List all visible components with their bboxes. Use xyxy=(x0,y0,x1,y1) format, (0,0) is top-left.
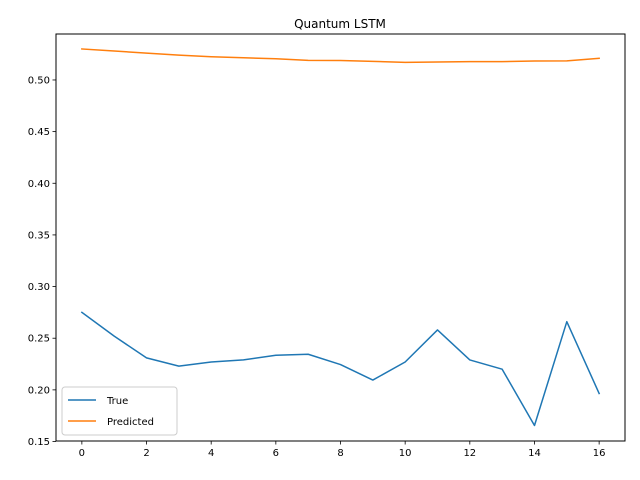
y-tick-label: 0.40 xyxy=(28,179,50,190)
x-tick-label: 10 xyxy=(399,448,412,459)
x-tick-label: 0 xyxy=(79,448,85,459)
x-tick-label: 8 xyxy=(337,448,343,459)
y-tick-label: 0.50 xyxy=(28,75,50,86)
legend-label-true: True xyxy=(106,396,128,407)
x-tick-label: 14 xyxy=(528,448,541,459)
x-tick-label: 16 xyxy=(593,448,606,459)
y-tick-label: 0.45 xyxy=(28,127,50,138)
legend-label-predicted: Predicted xyxy=(107,417,154,428)
plot-frame xyxy=(55,33,626,442)
x-tick-label: 6 xyxy=(273,448,279,459)
y-axis-ticks: 0.15 0.20 0.25 0.30 0.35 0.40 0.45 0.50 xyxy=(28,75,56,448)
x-tick-label: 2 xyxy=(143,448,149,459)
legend-box xyxy=(61,386,178,436)
y-tick-label: 0.30 xyxy=(28,282,50,293)
x-tick-label: 4 xyxy=(208,448,214,459)
y-tick-label: 0.15 xyxy=(28,437,50,448)
legend: True Predicted xyxy=(61,386,178,436)
series-lines xyxy=(80,48,601,427)
x-axis-ticks: 0 2 4 6 8 10 12 14 16 xyxy=(79,441,606,459)
y-tick-label: 0.25 xyxy=(28,334,50,345)
chart-title: Quantum LSTM xyxy=(294,17,386,31)
x-tick-label: 12 xyxy=(463,448,476,459)
y-tick-label: 0.20 xyxy=(28,385,50,396)
y-tick-label: 0.35 xyxy=(28,230,50,241)
